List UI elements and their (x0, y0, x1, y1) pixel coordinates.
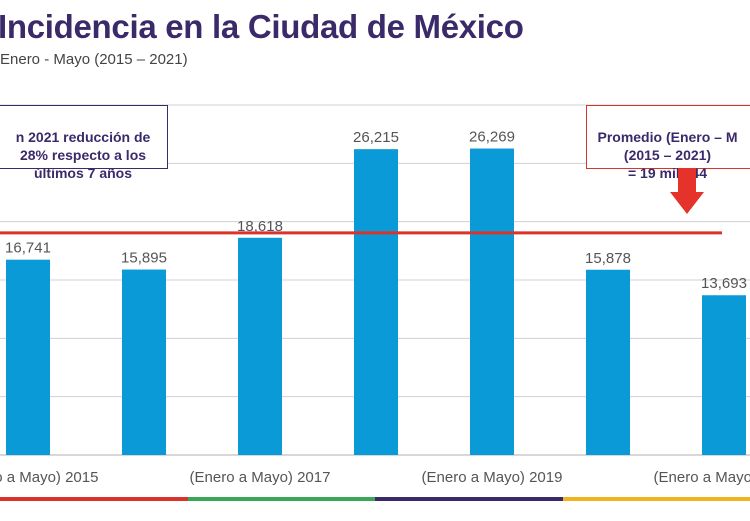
bar-value-label: 26,215 (353, 129, 399, 146)
chart-title: Incidencia en la Ciudad de México (0, 8, 524, 45)
chart-subtitle: Enero - Mayo (2015 – 2021) (0, 51, 188, 68)
average-callout: Promedio (Enero – M (2015 – 2021) = 19 m… (586, 105, 750, 181)
bar-value-label: 13,693 (701, 275, 747, 292)
bar (6, 259, 50, 455)
bar-value-label: 15,878 (585, 250, 631, 267)
reduction-callout: n 2021 reducción de 28% respecto a los ú… (0, 105, 168, 181)
bar (354, 149, 398, 456)
footer-segment-red (0, 497, 188, 501)
x-tick-label: (Enero a Mayo) 2017 (190, 469, 331, 486)
bar (586, 269, 630, 455)
down-arrow-icon (670, 168, 704, 214)
x-tick-label: (Enero a Mayo) 2015 (0, 469, 98, 486)
bar (238, 237, 282, 455)
footer-segment-green (187, 497, 375, 501)
average-callout-text: Promedio (Enero – M (2015 – 2021) = 19 m… (597, 129, 738, 181)
footer-segment-purple (375, 497, 563, 501)
x-tick-label: (Enero a Mayo) 2021 (654, 469, 750, 486)
footer-color-bar (0, 497, 750, 501)
bar (122, 269, 166, 455)
bar-value-label: 26,269 (469, 129, 515, 146)
bar-value-label: 16,741 (5, 240, 51, 257)
reduction-callout-text: n 2021 reducción de 28% respecto a los ú… (15, 129, 151, 181)
bar (702, 295, 746, 455)
bar-value-label: 18,618 (237, 218, 283, 235)
bar-value-label: 15,895 (121, 250, 167, 267)
x-tick-label: (Enero a Mayo) 2019 (422, 469, 563, 486)
bar (470, 148, 514, 456)
footer-segment-yellow (562, 497, 750, 501)
